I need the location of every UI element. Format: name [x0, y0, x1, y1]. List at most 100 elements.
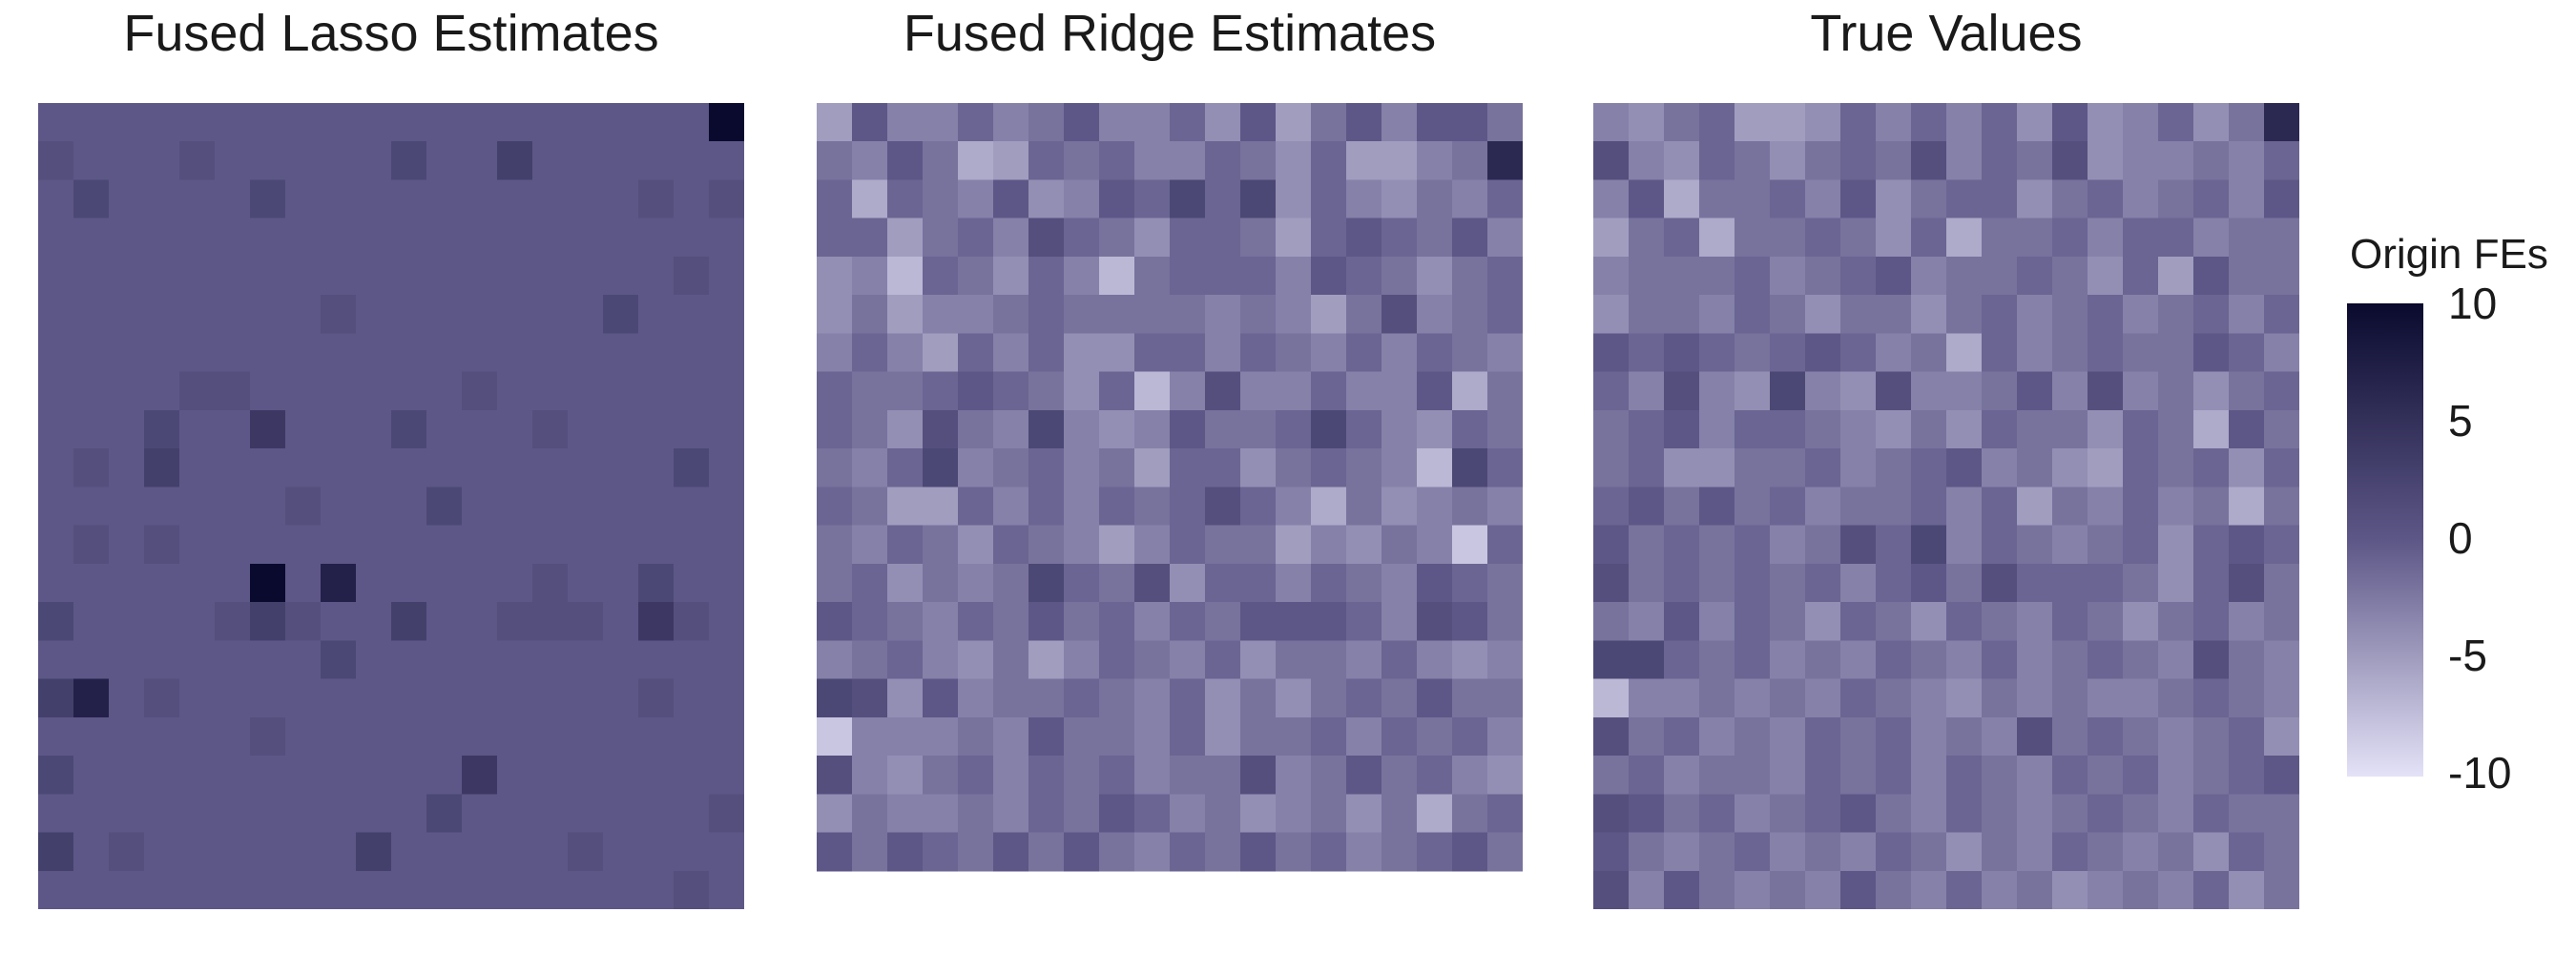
heatmap-cell — [179, 218, 216, 258]
heatmap-cell — [1240, 487, 1277, 527]
heatmap-cell — [674, 103, 710, 142]
heatmap-cell — [1452, 563, 1488, 603]
heatmap-cell — [1735, 832, 1771, 872]
heatmap-cell — [887, 525, 924, 565]
heatmap-cell — [1276, 794, 1312, 834]
heatmap-cell — [568, 256, 604, 296]
heatmap-cell — [462, 602, 498, 641]
heatmap-cell — [285, 218, 322, 258]
heatmap-cell — [1876, 794, 1912, 834]
heatmap-cell — [2229, 640, 2265, 680]
heatmap-cell — [603, 832, 639, 872]
heatmap-cell — [958, 295, 994, 335]
heatmap-cell — [1028, 103, 1065, 142]
heatmap-cell — [603, 716, 639, 757]
heatmap-cell — [638, 832, 675, 872]
heatmap-cell — [568, 409, 604, 449]
heatmap-cell — [1170, 371, 1206, 411]
heatmap-cell — [73, 870, 110, 909]
heatmap-cell — [1099, 409, 1135, 449]
heatmap-cell — [179, 832, 216, 872]
heatmap-cell — [1593, 794, 1630, 834]
heatmap-cell — [923, 103, 959, 142]
heatmap-cell — [462, 487, 498, 527]
heatmap-cell — [852, 371, 888, 411]
heatmap-cell — [817, 487, 853, 527]
heatmap-cell — [2052, 602, 2088, 641]
heatmap-cell — [1487, 295, 1523, 335]
heatmap-cell — [250, 409, 286, 449]
heatmap-cell — [2088, 103, 2124, 142]
heatmap-cell — [1452, 640, 1488, 680]
heatmap-cell — [2017, 141, 2053, 181]
heatmap-cell — [1240, 602, 1277, 641]
heatmap-cell — [2229, 179, 2265, 219]
heatmap-cell — [817, 295, 853, 335]
heatmap-cell — [674, 256, 710, 296]
heatmap-cell — [1346, 295, 1382, 335]
heatmap-cell — [2229, 678, 2265, 718]
heatmap-cell — [1946, 487, 1983, 527]
heatmap-cell — [2158, 218, 2194, 258]
heatmap-cell — [2123, 794, 2159, 834]
heatmap-cell — [709, 678, 744, 718]
heatmap-cell — [321, 179, 357, 219]
heatmap-cell — [38, 602, 74, 641]
heatmap-cell — [38, 525, 74, 565]
heatmap-cell — [1417, 141, 1453, 181]
heatmap-cell — [1205, 103, 1241, 142]
heatmap-cell — [321, 256, 357, 296]
heatmap-cell — [144, 448, 180, 487]
heatmap-cell — [1699, 448, 1735, 487]
heatmap-cell — [1452, 371, 1488, 411]
heatmap-cell — [1735, 103, 1771, 142]
heatmap-cell — [2088, 218, 2124, 258]
heatmap-cell — [321, 678, 357, 718]
heatmap-cell — [285, 794, 322, 834]
heatmap-cell — [993, 525, 1029, 565]
heatmap-cell — [1629, 487, 1665, 527]
heatmap-cell — [638, 487, 675, 527]
heatmap-cell — [1629, 832, 1665, 872]
heatmap-cell — [568, 333, 604, 373]
heatmap-cell — [1876, 602, 1912, 641]
heatmap-cell — [497, 333, 533, 373]
heatmap-cell — [144, 487, 180, 527]
heatmap-cell — [144, 409, 180, 449]
heatmap-cell — [852, 141, 888, 181]
heatmap-cell — [215, 602, 251, 641]
heatmap-cell — [1664, 525, 1700, 565]
heatmap-cell — [1170, 487, 1206, 527]
heatmap-cell — [1699, 487, 1735, 527]
heatmap-cell — [1593, 371, 1630, 411]
heatmap-cell — [1487, 832, 1523, 872]
heatmap-cell — [1170, 756, 1206, 795]
heatmap-cell — [1593, 716, 1630, 757]
heatmap-cell — [285, 179, 322, 219]
heatmap-cell — [2123, 640, 2159, 680]
heatmap-cell — [109, 525, 145, 565]
heatmap-cell — [1699, 409, 1735, 449]
heatmap-cell — [817, 256, 853, 296]
heatmap-cell — [2123, 179, 2159, 219]
heatmap-cell — [2229, 103, 2265, 142]
heatmap-cell — [215, 756, 251, 795]
heatmap-cell — [1134, 141, 1171, 181]
heatmap-cell — [958, 640, 994, 680]
heatmap-cell — [568, 602, 604, 641]
heatmap-fused-ridge — [817, 103, 1523, 872]
heatmap-cell — [321, 141, 357, 181]
heatmap-cell — [2158, 448, 2194, 487]
heatmap-cell — [1629, 678, 1665, 718]
heatmap-cell — [250, 487, 286, 527]
heatmap-cell — [993, 179, 1029, 219]
heatmap-cell — [1946, 716, 1983, 757]
heatmap-cell — [2193, 256, 2230, 296]
heatmap-cell — [1876, 525, 1912, 565]
heatmap-cell — [1417, 103, 1453, 142]
heatmap-cell — [2017, 333, 2053, 373]
heatmap-cell — [1417, 256, 1453, 296]
heatmap-cell — [887, 371, 924, 411]
heatmap-cell — [1064, 563, 1100, 603]
heatmap-cell — [38, 409, 74, 449]
